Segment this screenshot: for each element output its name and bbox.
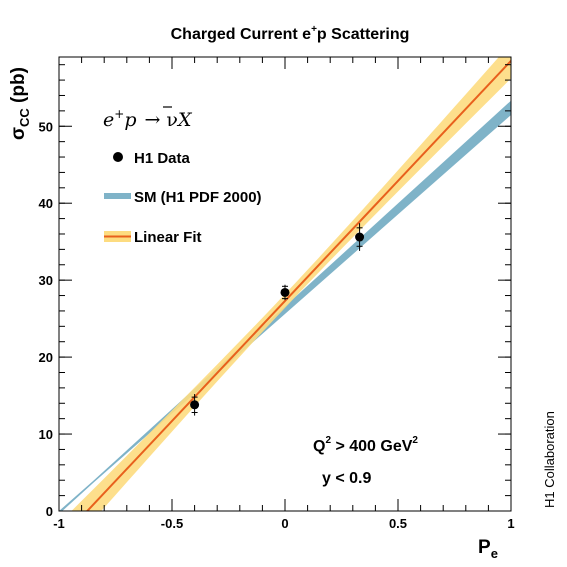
y-cut-annotation: y < 0.9 bbox=[322, 470, 371, 487]
y-tick-label: 0 bbox=[46, 504, 53, 519]
legend-item-h1-data: H1 Data bbox=[113, 150, 191, 167]
data-point bbox=[280, 287, 290, 297]
q2-cut-annotation: Q2 > 400 GeV2 bbox=[313, 435, 418, 455]
collaboration-label: H1 Collaboration bbox=[542, 411, 557, 508]
linear-fit-line bbox=[85, 60, 511, 511]
y-axis-label: σCC (pb) bbox=[8, 67, 32, 140]
x-tick-label: 0.5 bbox=[389, 516, 407, 531]
data-points bbox=[190, 223, 365, 416]
x-tick-label: 0 bbox=[281, 516, 288, 531]
y-tick-label: 10 bbox=[39, 427, 53, 442]
process-label: e+p → νX bbox=[103, 107, 193, 131]
legend: H1 Data SM (H1 PDF 2000) Linear Fit bbox=[104, 150, 262, 246]
legend-item-linear-fit: Linear Fit bbox=[104, 229, 202, 246]
legend-label-linear-fit: Linear Fit bbox=[134, 229, 202, 246]
linear-fit-band bbox=[71, 57, 511, 511]
legend-marker-h1-data bbox=[113, 152, 123, 162]
legend-item-sm: SM (H1 PDF 2000) bbox=[104, 189, 262, 206]
y-tick-label: 20 bbox=[39, 350, 53, 365]
chart-title: Charged Current e+p Scattering bbox=[171, 24, 410, 43]
x-tick-label: -0.5 bbox=[161, 516, 183, 531]
y-tick-label: 30 bbox=[39, 273, 53, 288]
data-point bbox=[190, 400, 200, 410]
x-tick-label: -1 bbox=[53, 516, 65, 531]
y-tick-label: 40 bbox=[39, 196, 53, 211]
legend-label-h1-data: H1 Data bbox=[134, 150, 191, 167]
legend-label-sm: SM (H1 PDF 2000) bbox=[134, 189, 262, 206]
y-tick-label: 50 bbox=[39, 119, 53, 134]
x-axis-label: Pe bbox=[478, 537, 498, 561]
x-tick-label: 1 bbox=[507, 516, 514, 531]
data-point bbox=[355, 232, 365, 242]
